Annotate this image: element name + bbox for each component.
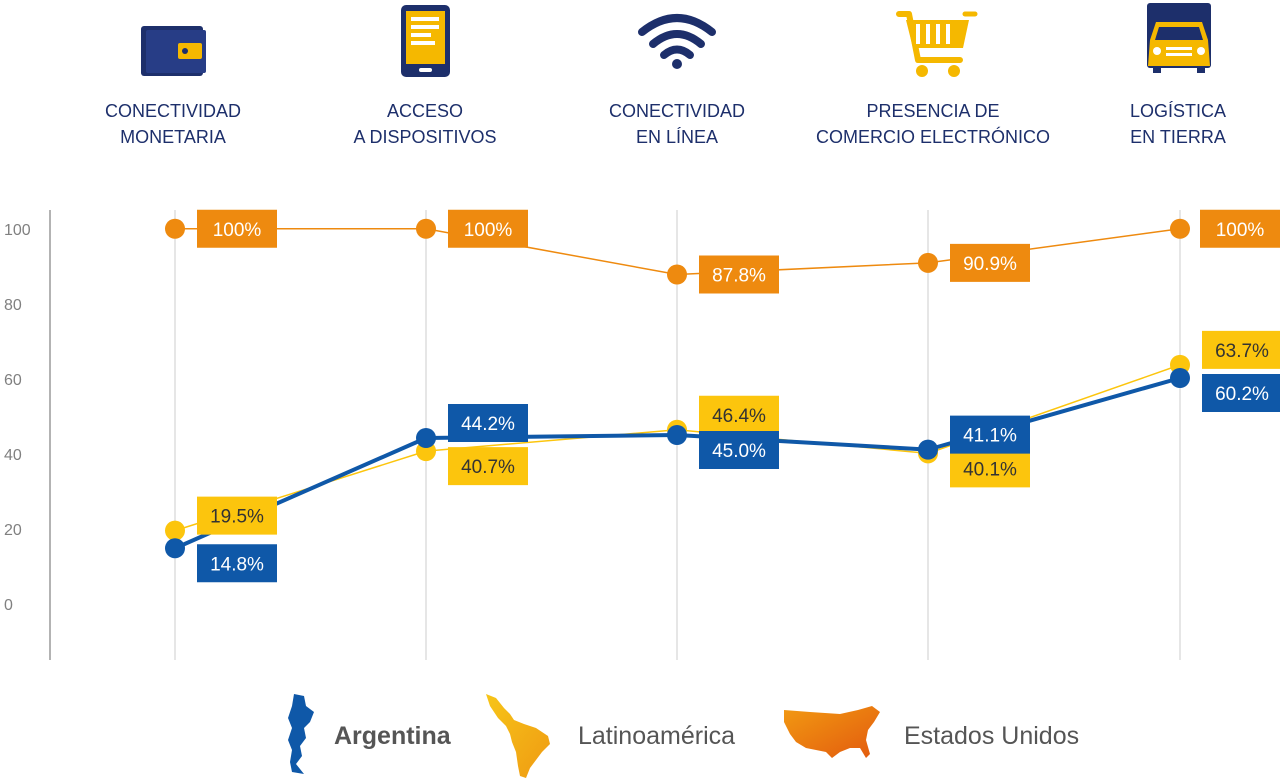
y-tick-label: 0: [4, 597, 13, 614]
usa-map-icon: [784, 706, 880, 758]
data-point: [918, 439, 938, 460]
data-label-box: [1200, 209, 1280, 248]
data-label: 40.1%: [963, 459, 1017, 480]
data-point: [165, 538, 185, 559]
legend-item-estados-unidos: Estados Unidos: [780, 690, 1100, 780]
category-label-line1: LOGÍSTICA: [1129, 101, 1227, 121]
legend-label: Estados Unidos: [904, 722, 1080, 750]
category-label-line2: EN TIERRA: [1130, 127, 1226, 147]
category-label-line1: ACCESO: [386, 101, 464, 121]
data-label-box: [950, 243, 1030, 282]
argentina-map-icon: [288, 694, 314, 774]
y-tick-label: 100: [4, 222, 31, 239]
data-label-box: [950, 449, 1030, 488]
data-label-box: [197, 544, 277, 583]
data-label-box: [448, 447, 528, 486]
data-point: [667, 264, 687, 285]
category-label-line2: COMERCIO ELECTRÓNICO: [815, 127, 1051, 147]
tablet-icon: [401, 5, 450, 77]
shopping-cart-icon: [896, 11, 978, 77]
data-label: 100%: [464, 220, 513, 241]
wallet-icon: [141, 26, 206, 76]
data-label: 46.4%: [712, 406, 766, 427]
data-label-box: [197, 209, 277, 248]
legend-label: Latinoamérica: [578, 722, 736, 750]
data-point: [918, 252, 938, 273]
category-label-line1: PRESENCIA DE: [866, 101, 1000, 121]
y-tick-label: 20: [4, 522, 22, 539]
y-tick-label: 60: [4, 372, 22, 389]
line-chart: 100 80 60 40 20 0 100% 100% 87.8% 90.9% 100% 19.5%…: [4, 209, 1280, 660]
data-label: 19.5%: [210, 507, 264, 528]
y-tick-label: 80: [4, 297, 22, 314]
data-label: 45.0%: [712, 441, 766, 462]
data-point: [416, 218, 436, 239]
data-label-box: [1202, 330, 1280, 369]
y-axis: 100 80 60 40 20 0: [4, 210, 51, 660]
data-label-box: [448, 209, 528, 248]
data-label-box: [448, 404, 528, 442]
data-labels: 100% 100% 87.8% 90.9% 100% 19.5% 40.7% 46.4% 40.…: [197, 209, 1280, 583]
data-label: 63.7%: [1215, 341, 1269, 362]
data-label-box: [699, 395, 779, 434]
legend-item-latinoamerica: Latinoamérica: [484, 690, 764, 780]
data-point: [1170, 368, 1190, 388]
data-label: 60.2%: [1215, 384, 1269, 405]
data-label-box: [699, 431, 779, 469]
category-label-line2: MONETARIA: [120, 127, 226, 147]
category-label-line2: A DISPOSITIVOS: [353, 127, 497, 147]
data-label: 100%: [213, 220, 262, 241]
latin-america-map-icon: [486, 694, 550, 778]
category-label-line2: EN LÍNEA: [635, 127, 719, 147]
data-label-box: [1202, 374, 1280, 412]
legend-item-argentina: Argentina: [280, 690, 480, 780]
data-label: 90.9%: [963, 254, 1017, 275]
wifi-icon: [638, 14, 716, 69]
data-label: 41.1%: [963, 426, 1017, 447]
data-label: 44.2%: [461, 414, 515, 435]
data-label: 100%: [1216, 220, 1265, 241]
data-label: 87.8%: [712, 266, 766, 287]
data-label: 40.7%: [461, 457, 515, 478]
data-label: 14.8%: [210, 554, 264, 575]
data-point: [416, 428, 436, 448]
category-label-line1: CONECTIVIDAD: [104, 101, 241, 121]
y-tick-label: 40: [4, 447, 22, 464]
data-point: [165, 520, 185, 541]
data-point: [1170, 218, 1190, 239]
series-points: [165, 218, 1190, 559]
legend-label: Argentina: [334, 722, 451, 750]
data-label-box: [950, 415, 1030, 454]
data-point: [667, 425, 687, 445]
truck-icon: [1147, 3, 1211, 73]
data-label-box: [197, 496, 277, 535]
data-point: [165, 218, 185, 239]
category-label-line1: CONECTIVIDAD: [608, 101, 745, 121]
data-label-box: [699, 255, 779, 294]
